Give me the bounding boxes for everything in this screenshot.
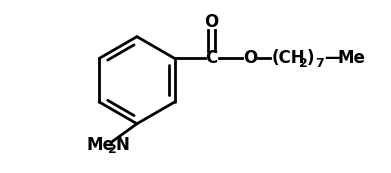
Text: 2: 2 — [108, 143, 117, 156]
Text: 2: 2 — [299, 57, 307, 70]
Text: O: O — [204, 13, 219, 31]
Text: Me: Me — [337, 49, 365, 67]
Text: (CH: (CH — [271, 49, 305, 67]
Text: —: — — [324, 49, 340, 67]
Text: ): ) — [306, 49, 314, 67]
Text: Me: Me — [87, 136, 115, 154]
Text: N: N — [116, 136, 129, 154]
Text: O: O — [243, 49, 257, 67]
Text: 7: 7 — [315, 57, 324, 70]
Text: C: C — [205, 49, 217, 67]
